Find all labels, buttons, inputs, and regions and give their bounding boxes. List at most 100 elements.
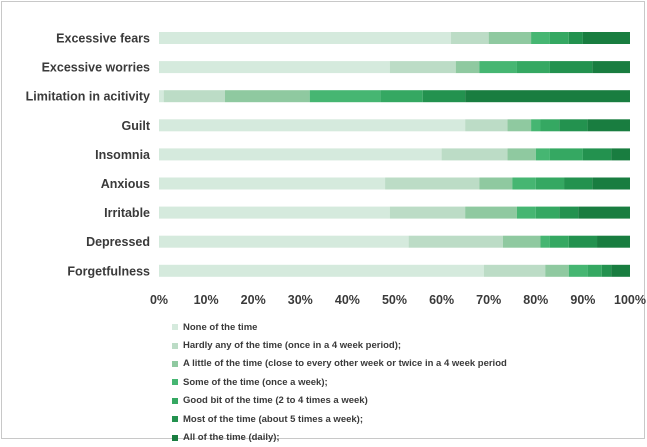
bar-segment [380,90,423,103]
bar-segment [159,61,390,74]
bar-segment [483,264,546,277]
bar-segment [582,148,612,161]
x-tick-label: 80% [523,293,548,307]
bar-segment [549,235,569,248]
legend-item: None of the time [172,318,507,336]
legend-label: Most of the time (about 5 times a week); [183,413,363,425]
bar-segment [488,32,532,44]
bar-segment [516,206,536,219]
bar-segment [389,206,466,219]
x-tick-label: 0% [150,293,168,307]
bar-segment [479,177,513,190]
legend-swatch [172,342,178,349]
bar-segment [549,148,583,161]
x-tick-label: 60% [429,293,454,307]
bar-segment [564,177,593,190]
bar-segment [451,32,489,44]
legend-label: A little of the time (close to every oth… [183,358,507,370]
bar-segment [159,90,164,103]
category-label: Insomnia [95,148,151,162]
bar-segment [540,235,550,248]
x-tick-label: 100% [614,293,646,307]
bar-segment [455,61,480,74]
bar-segment [512,177,536,190]
legend-item: A little of the time (close to every oth… [172,355,507,373]
bar-segment [592,177,630,190]
bar-segment [587,119,630,132]
bar-segment [535,177,565,190]
bar-segment [601,264,612,277]
bar-segment [465,206,517,219]
bar-segment [465,90,630,103]
bar-segment [597,235,630,248]
x-tick-label: 10% [194,293,219,307]
category-label: Excessive worries [42,61,150,75]
bar-segment [516,61,550,74]
legend-item: Good bit of the time (2 to 4 times a wee… [172,392,507,410]
bar-segment [479,61,517,74]
bar-segment [568,32,583,44]
bar-segment [582,32,630,44]
legend-swatch [172,434,178,441]
category-label: Guilt [122,119,151,133]
legend-label: Hardly any of the time (once in a 4 week… [183,340,402,352]
bar-segment [224,90,310,103]
x-tick-label: 50% [382,293,407,307]
legend-label: None of the time [183,321,258,333]
x-tick-label: 30% [288,293,313,307]
legend-item: All of the time (daily); [172,428,507,446]
bar-segment [408,235,503,248]
bar-segment [389,61,456,74]
bar-segment [535,206,560,219]
bar-segment [545,264,569,277]
bar-segment [465,119,508,132]
bar-segment [559,206,579,219]
bar-segment [568,264,588,277]
bar-segment [540,119,560,132]
category-label: Limitation in acitivity [26,90,150,104]
bar-segment [559,119,588,132]
category-label: Excessive fears [56,32,150,46]
legend-swatch [172,379,178,386]
bars [159,32,630,277]
bar-segment [422,90,466,103]
category-label: Forgetfulness [67,264,150,278]
x-tick-label: 40% [335,293,360,307]
legend-label: Some of the time (once a week); [183,376,328,388]
category-label: Irritable [104,206,150,220]
bar-segment [568,235,598,248]
bar-segment [159,119,466,132]
bar-segment [502,235,541,248]
bar-segment [549,61,593,74]
x-tick-label: 90% [570,293,595,307]
bar-segment [159,177,386,190]
legend-swatch [172,416,178,423]
bar-segment [159,264,484,277]
bar-segment [159,235,409,248]
legend-item: Most of the time (about 5 times a week); [172,410,507,428]
category-label: Depressed [86,235,150,249]
x-tick-label: 70% [476,293,501,307]
x-tick-label: 20% [241,293,266,307]
category-label: Anxious [101,177,150,191]
bar-segment [159,206,390,219]
bar-segment [385,177,480,190]
stacked-bar-chart: Excessive fears Excessive worries Limitati… [26,32,646,308]
bar-segment [531,119,541,132]
bar-segment [531,32,550,44]
legend-label: All of the time (daily); [183,432,280,444]
x-axis-ticks: 0% 10% 20% 30% 40% 50% 60% 70% 80% 90% 100% [150,293,646,307]
bar-segment [159,148,442,161]
bar-segment [507,119,532,132]
legend-swatch [172,397,178,404]
legend: None of the time Hardly any of the time (… [172,318,507,447]
bar-segment [611,264,630,277]
bar-segment [159,32,452,44]
bar-segment [441,148,508,161]
bar-segment [592,61,630,74]
legend-swatch [172,324,178,331]
legend-item: Some of the time (once a week); [172,373,507,391]
legend-label: Good bit of the time (2 to 4 times a wee… [183,395,368,407]
bar-segment [309,90,381,103]
legend-swatch [172,360,178,367]
